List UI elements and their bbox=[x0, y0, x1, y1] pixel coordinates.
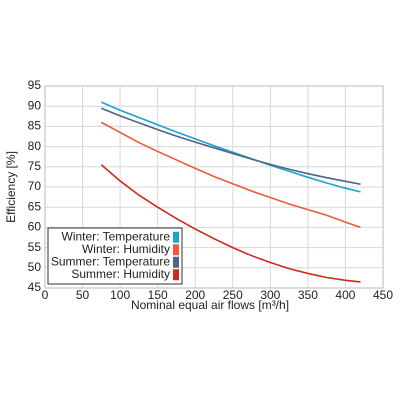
x-tick-label: 150 bbox=[148, 288, 168, 302]
line-series bbox=[100, 121, 361, 229]
plot-frame bbox=[44, 85, 384, 289]
x-tick-label: 250 bbox=[223, 288, 243, 302]
y-tick-label: 85 bbox=[28, 119, 42, 133]
legend-box bbox=[47, 227, 183, 285]
y-tick-label: 70 bbox=[28, 179, 42, 193]
legend-label: Summer: Temperature bbox=[51, 254, 170, 268]
x-tick-label: 300 bbox=[260, 288, 280, 302]
y-tick-label: 75 bbox=[28, 159, 42, 173]
y-tick-label: 55 bbox=[28, 240, 42, 254]
x-tick-label: 450 bbox=[373, 288, 393, 302]
legend-label: Winter: Temperature bbox=[62, 229, 171, 243]
legend-label: Summer: Humidity bbox=[71, 267, 170, 281]
x-tick-label: 200 bbox=[185, 288, 205, 302]
x-tick-label: 0 bbox=[42, 288, 49, 302]
x-tick-label: 350 bbox=[298, 288, 318, 302]
x-tick-label: 400 bbox=[335, 288, 355, 302]
y-tick-label: 60 bbox=[28, 220, 42, 234]
line-series bbox=[101, 107, 361, 185]
y-tick-label: 80 bbox=[28, 139, 42, 153]
y-tick-label: 95 bbox=[28, 78, 42, 92]
y-tick-label: 90 bbox=[28, 98, 42, 112]
x-axis-label: Nominal equal air flows [m³/h] bbox=[131, 298, 289, 312]
line-series bbox=[101, 101, 361, 193]
y-axis-label: Efficiency [%] bbox=[4, 151, 18, 223]
line-series bbox=[100, 164, 361, 283]
legend-swatch bbox=[173, 231, 179, 243]
y-tick-label: 45 bbox=[28, 280, 42, 294]
legend-swatch bbox=[173, 269, 179, 281]
y-tick-label: 65 bbox=[28, 199, 42, 213]
legend-label: Winter: Humidity bbox=[82, 242, 170, 256]
y-tick-label: 50 bbox=[28, 260, 42, 274]
legend-swatch bbox=[173, 244, 179, 256]
x-tick-label: 100 bbox=[110, 288, 130, 302]
legend-swatch bbox=[173, 256, 179, 268]
x-tick-label: 50 bbox=[76, 288, 90, 302]
